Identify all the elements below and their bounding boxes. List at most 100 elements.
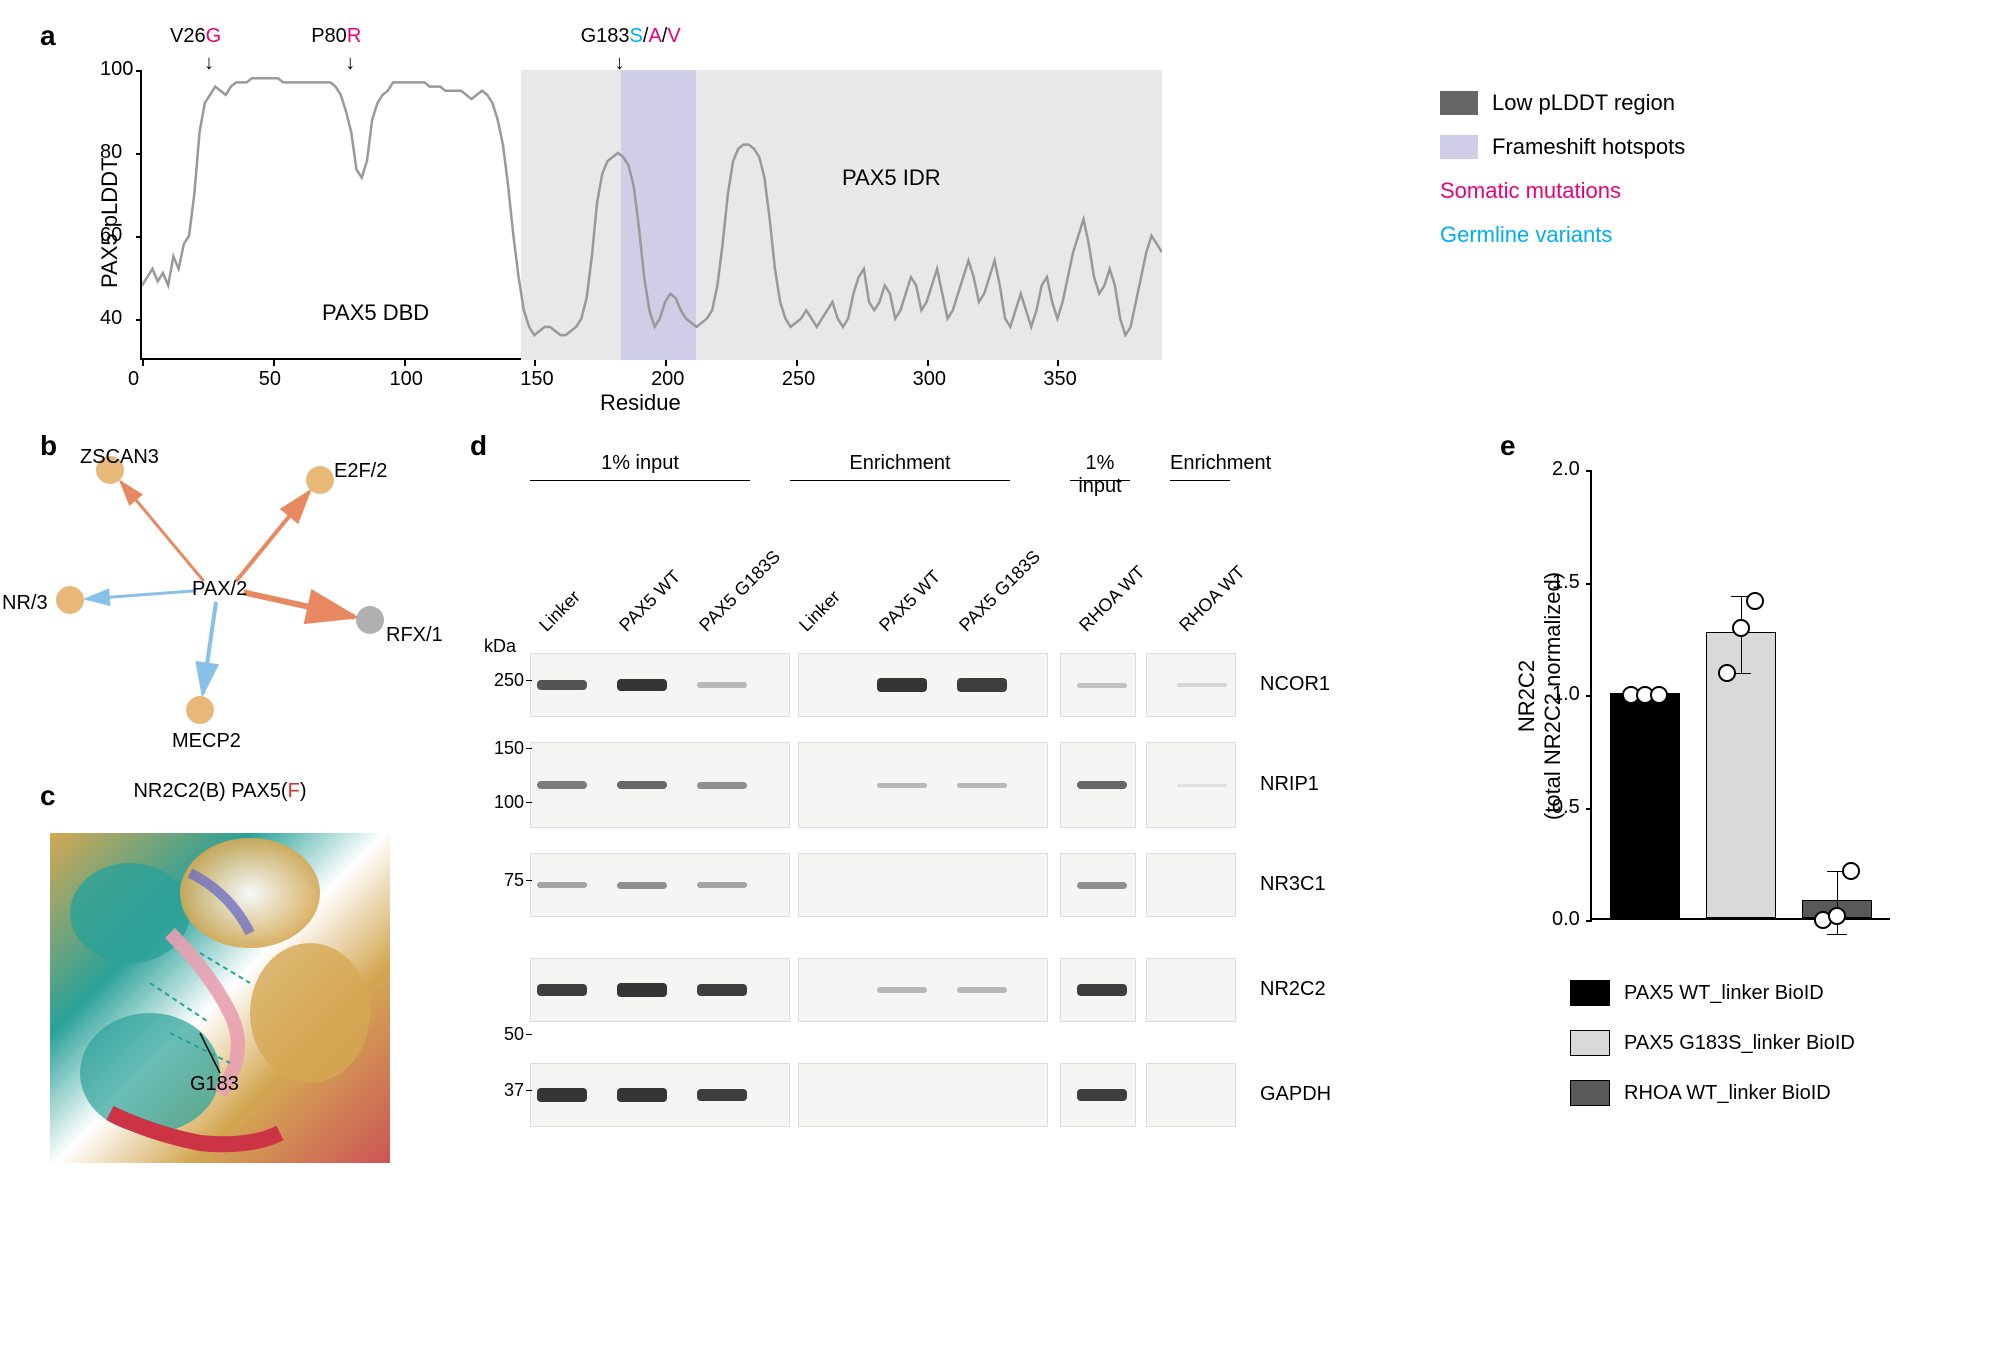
blot-lane-label: Linker [535,586,585,636]
kda-marker: 75 [474,870,524,891]
network-node-label: E2F/2 [334,460,387,483]
blot-group-line [1170,480,1230,481]
blot-band [877,783,927,788]
x-tick: 350 [1043,368,1076,391]
network-node-label: ZSCAN3 [80,446,159,469]
idr-label: PAX5 IDR [842,165,941,191]
blot-band [537,781,587,789]
legend-item: Somatic mutations [1440,178,1840,204]
g183-label: G183 [190,1073,239,1096]
legend-item: Frameshift hotspots [1440,134,1840,160]
x-tick: 150 [520,368,553,391]
blot-band [617,679,667,691]
legend-swatch [1440,135,1478,159]
blot-group-label: Enrichment [1170,452,1230,475]
blot-lane-label: PAX5 WT [875,566,945,636]
blot-band [617,983,667,997]
blot-group-label: Enrichment [790,452,1010,475]
blot-band [617,1088,667,1102]
blot-strip [798,853,1048,917]
bar-legend-swatch [1570,980,1610,1006]
blot-strip [1146,958,1236,1022]
blot-band [957,678,1007,692]
blot-lane-label: RHOA WT [1175,562,1249,636]
bar-chart: 0.00.51.01.52.0 [1590,470,1890,920]
blot-band [617,882,667,889]
plddt-line [142,70,1162,360]
blot-band [697,682,747,688]
kda-marker: 50 [474,1024,524,1045]
dbd-label: PAX5 DBD [322,300,429,326]
bar-legend-text: PAX5 WT_linker BioID [1624,982,1824,1005]
network-center-label: PAX/2 [192,578,247,601]
bar-legend: PAX5 WT_linker BioID PAX5 G183S_linker Bi… [1570,980,1855,1130]
blot-row: NCOR1 [470,640,1430,730]
blot-group-label: 1% input [530,452,750,475]
bar-legend-text: PAX5 G183S_linker BioID [1624,1032,1855,1055]
blot-lane-label: Linker [795,586,845,636]
blot-band [697,984,747,996]
blot-group-line [530,480,750,481]
network-node-label: RFX/1 [386,624,443,647]
blot-strip [1146,853,1236,917]
x-tick: 50 [259,368,281,391]
legend-text: Germline variants [1440,222,1612,248]
data-point [1746,592,1764,610]
panel-a: PAX5 DBD PAX5 IDR V26G↓P80R↓G183S/A/V↓ 4… [80,20,1360,400]
legend-swatch [1440,91,1478,115]
kda-marker: 100 [474,792,524,813]
bar-y-axis-label: NR2C2 (total NR2C2 normalized) [1514,556,1566,836]
blot-band [1077,882,1127,889]
legend-item: Germline variants [1440,222,1840,248]
blot-lane-label: PAX5 WT [615,566,685,636]
bar [1706,632,1776,918]
legend-a: Low pLDDT region Frameshift hotspots Somat… [1440,90,1840,266]
data-point [1650,686,1668,704]
bar-legend-item: PAX5 G183S_linker BioID [1570,1030,1855,1056]
bar [1610,693,1680,918]
y-axis-label: PAX5 pLDDT [97,138,123,288]
bar-legend-text: RHOA WT_linker BioID [1624,1082,1831,1105]
bar-legend-swatch [1570,1030,1610,1056]
blot-target-label: NR3C1 [1260,873,1326,896]
blot-band [1177,683,1227,687]
x-tick: 200 [651,368,684,391]
blot-band [1077,683,1127,688]
plddt-chart: PAX5 DBD PAX5 IDR V26G↓P80R↓G183S/A/V↓ 4… [140,70,1160,360]
blot-band [697,882,747,888]
x-tick: 100 [390,368,423,391]
data-point [1828,907,1846,925]
kda-marker: 37 [474,1080,524,1101]
blot-band [617,781,667,789]
blot-group-line [790,480,1010,481]
panel-c: NR2C2(B) PAX5(F) G183 [50,780,430,1200]
bar-y-tick: 0.0 [1552,908,1580,931]
structure-image: G183 [50,833,390,1163]
x-tick: 300 [913,368,946,391]
blot-target-label: NR2C2 [1260,978,1326,1001]
blot-band [1077,1089,1127,1101]
structure-title: NR2C2(B) PAX5(F) [50,780,390,803]
blot-row: NR2C2 [470,930,1430,1050]
x-axis-label: Residue [600,390,681,416]
mutation-label: G183S/A/V [581,25,681,48]
legend-text: Low pLDDT region [1492,90,1675,116]
network-node-label: MECP2 [172,730,241,753]
blot-strip [1146,1063,1236,1127]
y-tick: 40 [100,307,122,330]
network-node-label: NR/3 [2,592,48,615]
bar-legend-item: PAX5 WT_linker BioID [1570,980,1855,1006]
bar-y-tick: 2.0 [1552,458,1580,481]
x-tick: 250 [782,368,815,391]
blot-band [697,782,747,789]
blot-band [1077,984,1127,996]
y-tick: 100 [100,58,133,81]
kda-marker: 150 [474,738,524,759]
blot-lane-label: PAX5 G183S [955,546,1045,636]
blot-target-label: NRIP1 [1260,773,1319,796]
error-cap [1827,934,1847,935]
blot-target-label: GAPDH [1260,1083,1331,1106]
legend-item: Low pLDDT region [1440,90,1840,116]
mutation-arrow-icon: ↓ [615,52,625,75]
legend-text: Frameshift hotspots [1492,134,1685,160]
